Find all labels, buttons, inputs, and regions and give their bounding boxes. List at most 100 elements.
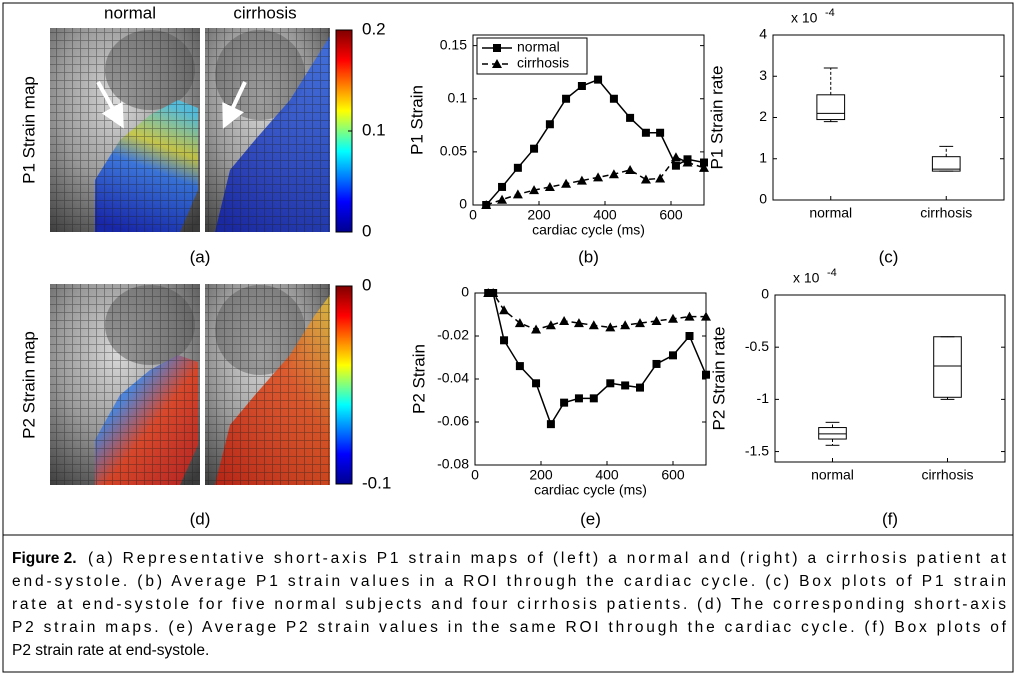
caption-line: P2 strain maps. (e) Average P2 strain va… [12, 619, 1007, 636]
y-axis-label: P1 Strain rate [707, 66, 726, 170]
marker [620, 320, 631, 330]
x-tick-label: 0 [469, 207, 477, 223]
y-tick-label: 0.05 [440, 143, 467, 159]
y-tick-label: -1 [757, 390, 770, 406]
marker [514, 318, 525, 328]
image-cirrhosis-p1 [205, 28, 330, 232]
y-tick-label: -0.04 [437, 370, 469, 386]
marker [513, 163, 522, 172]
marker [561, 178, 572, 188]
y-tick-label: -0.5 [745, 338, 769, 354]
plot-frame [472, 34, 705, 206]
legend-marker [493, 44, 501, 52]
caption-line: P2 strain rate at end-systole. [12, 642, 209, 659]
y-axis-label: P2 Strain [409, 344, 428, 414]
marker [532, 379, 541, 388]
marker [670, 152, 681, 162]
column-label: normal [104, 3, 156, 22]
x-tick-label: 0 [471, 467, 479, 483]
marker [626, 113, 635, 122]
x-tick-label: cirrhosis [920, 205, 972, 221]
marker [498, 182, 507, 191]
panel-ylabel: P2 Strain map [19, 331, 38, 439]
marker [530, 144, 539, 153]
y-tick-label: 0 [459, 196, 467, 212]
colorbar-tick-label: 0.2 [362, 19, 386, 38]
legend-marker [492, 59, 502, 68]
y-tick-label: 1 [759, 149, 767, 165]
y-tick-label: -0.08 [437, 456, 469, 472]
marker [651, 315, 662, 325]
marker [609, 94, 618, 103]
image-normal-p2 [50, 284, 200, 485]
marker [606, 379, 615, 388]
panel-label: (b) [578, 247, 599, 266]
marker [529, 185, 540, 195]
panel-label: (c) [879, 247, 899, 266]
y-tick-label: -1.5 [745, 442, 769, 458]
marker [640, 174, 651, 184]
y-tick-label: 0.1 [448, 89, 468, 105]
marker [671, 161, 680, 170]
marker [656, 128, 665, 137]
marker [635, 318, 645, 328]
marker [608, 169, 619, 179]
panel-label: (e) [580, 509, 601, 528]
caption-label: Figure 2. [12, 550, 77, 567]
y-axis-label: P1 Strain [407, 85, 426, 155]
x-axis-label: cardiac cycle (ms) [532, 222, 645, 238]
marker [682, 157, 693, 167]
y-axis-label: P2 Strain rate [709, 327, 728, 431]
caption-line: end-systole. (b) Average P1 strain value… [12, 573, 1006, 590]
x-tick-label: 200 [527, 207, 551, 223]
image-cirrhosis-p2 [205, 284, 330, 485]
x-axis-label: cardiac cycle (ms) [534, 482, 647, 498]
marker [497, 194, 508, 204]
box [931, 156, 961, 172]
scale-base: x 10 [791, 10, 818, 26]
panel-label: (d) [190, 509, 211, 528]
series-line [488, 292, 707, 426]
y-tick-label: 0 [461, 284, 469, 300]
colorbar [335, 285, 353, 485]
panel-label: (a) [190, 247, 211, 266]
marker [545, 120, 554, 129]
marker [544, 181, 555, 191]
colorbar-tick-label: 0 [362, 275, 371, 294]
marker [515, 362, 524, 371]
marker [685, 332, 694, 340]
y-tick-label: 4 [759, 26, 767, 42]
marker [636, 383, 644, 392]
marker [576, 175, 587, 185]
x-tick-label: normal [811, 467, 854, 483]
column-label: cirrhosis [233, 3, 296, 22]
box [818, 427, 847, 440]
plot-frame [774, 294, 1006, 463]
y-tick-label: -0.06 [437, 413, 469, 429]
marker [652, 359, 661, 368]
x-tick-label: normal [809, 205, 852, 221]
marker [573, 318, 584, 328]
marker [700, 158, 708, 167]
scale-exponent: -4 [825, 7, 835, 19]
series-line [485, 78, 705, 206]
marker [625, 164, 636, 174]
marker [641, 128, 650, 137]
legend-label: normal [517, 39, 560, 55]
x-tick-label: 400 [595, 467, 619, 483]
marker [488, 288, 499, 297]
marker [577, 82, 586, 90]
y-tick-label: -0.02 [437, 327, 469, 343]
marker [531, 324, 542, 334]
image-normal-p1 [50, 28, 200, 232]
legend-label: cirrhosis [517, 55, 569, 71]
marker [605, 322, 616, 332]
marker [589, 394, 598, 403]
x-tick-label: 600 [661, 467, 685, 483]
x-tick-label: 600 [659, 207, 683, 223]
caption-line: (a) Representative short-axis P1 strain … [88, 550, 1007, 567]
marker [669, 351, 677, 360]
box [816, 94, 846, 121]
